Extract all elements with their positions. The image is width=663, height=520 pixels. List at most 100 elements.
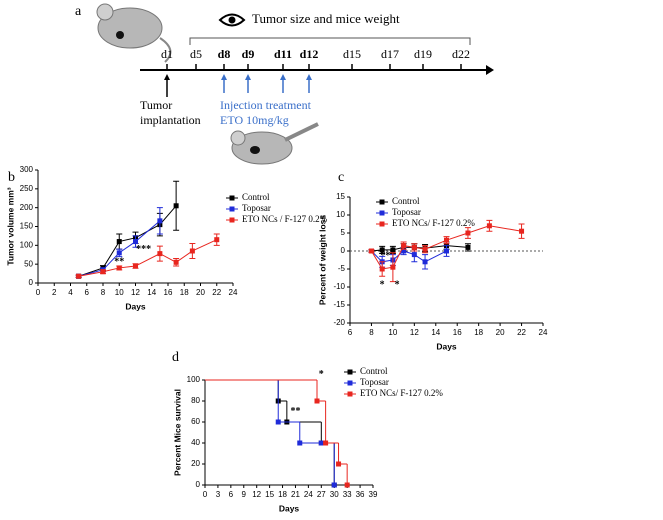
marker — [323, 440, 329, 446]
y-tick-label: 250 — [20, 184, 34, 193]
x-tick-label: 24 — [229, 288, 238, 297]
marker — [173, 259, 179, 265]
legend-marker — [379, 221, 385, 227]
implant-label: Tumor — [140, 98, 172, 112]
y-tick-label: 0 — [29, 278, 34, 287]
marker — [336, 461, 342, 467]
y-tick-label: -5 — [338, 264, 346, 273]
marker — [331, 482, 337, 488]
mouse-icon — [230, 122, 319, 165]
x-tick-label: 36 — [356, 490, 365, 499]
y-tick-label: 5 — [341, 228, 346, 237]
legend-marker — [379, 210, 385, 216]
marker — [133, 239, 138, 245]
y-tick-label: 80 — [191, 396, 200, 405]
day-arrowhead — [280, 74, 286, 80]
legend-label: Control — [392, 196, 420, 206]
x-tick-label: 21 — [291, 490, 300, 499]
x-tick-label: 24 — [539, 328, 548, 337]
y-tick-label: -20 — [333, 318, 345, 327]
marker — [444, 237, 449, 243]
marker — [133, 263, 138, 269]
marker — [275, 419, 281, 425]
x-tick-label: 22 — [212, 288, 221, 297]
panel-label: a — [75, 4, 82, 19]
day-label: d5 — [190, 47, 202, 61]
marker — [116, 250, 122, 256]
marker — [157, 251, 163, 257]
legend-marker — [379, 199, 385, 205]
marker — [297, 440, 303, 446]
marker — [157, 218, 163, 224]
y-tick-label: 0 — [341, 246, 346, 255]
annotation: ** — [290, 406, 300, 417]
x-tick-label: 16 — [453, 328, 462, 337]
day-label: d8 — [218, 47, 231, 61]
marker — [314, 398, 320, 404]
timeline-arrowhead — [486, 65, 494, 75]
annotation: * — [380, 279, 385, 290]
x-tick-label: 6 — [348, 328, 353, 337]
marker — [116, 265, 122, 271]
marker — [411, 244, 417, 250]
y-axis-label: Percent of weight loss — [317, 215, 327, 305]
legend-label: ETO NCs/ F-127 0.2% — [360, 388, 443, 398]
y-tick-label: 40 — [191, 438, 200, 447]
day-label: d19 — [414, 47, 432, 61]
y-tick-label: 100 — [187, 375, 201, 384]
x-tick-label: 6 — [85, 288, 90, 297]
marker — [465, 244, 471, 250]
legend-label: Toposar — [392, 207, 421, 217]
legend-marker — [229, 217, 235, 223]
marker — [318, 440, 324, 446]
marker — [100, 269, 106, 275]
x-tick-label: 8 — [101, 288, 106, 297]
y-tick-label: 20 — [191, 459, 200, 468]
legend-label: Toposar — [360, 377, 389, 387]
day-label: d9 — [242, 47, 255, 61]
marker — [519, 228, 525, 234]
x-tick-label: 39 — [369, 490, 378, 499]
day-label: d12 — [300, 47, 319, 61]
x-tick-label: 18 — [474, 328, 483, 337]
x-tick-label: 3 — [216, 490, 221, 499]
legend-marker — [347, 380, 353, 386]
x-tick-label: 12 — [410, 328, 419, 337]
annotation: * — [319, 369, 324, 380]
marker — [390, 247, 396, 253]
x-tick-label: 8 — [369, 328, 374, 337]
panel-label: d — [172, 350, 179, 365]
marker — [189, 248, 195, 254]
marker — [401, 248, 407, 254]
y-tick-label: -15 — [333, 300, 345, 309]
marker — [379, 247, 385, 253]
y-axis-label: Percent Mice survival — [172, 389, 182, 476]
day-arrowhead — [164, 74, 170, 80]
legend-label: ETO NCs/ F-127 0.2% — [392, 218, 475, 228]
annotation: ** — [114, 257, 124, 268]
day-arrowhead — [306, 74, 312, 80]
panel-label: c — [338, 170, 344, 185]
y-tick-label: 0 — [196, 480, 201, 489]
x-tick-label: 2 — [52, 288, 57, 297]
marker — [390, 264, 396, 270]
x-tick-label: 0 — [36, 288, 41, 297]
series-line — [78, 205, 177, 277]
legend-label: Toposar — [242, 203, 271, 213]
marker — [444, 248, 449, 254]
x-axis-label: Days — [436, 341, 457, 351]
legend-label: ETO NCs / F-127 0.2% — [242, 214, 328, 224]
x-tick-label: 9 — [242, 490, 247, 499]
x-tick-label: 27 — [317, 490, 326, 499]
y-axis-label: Tumor volume mm³ — [5, 187, 15, 265]
y-tick-label: 200 — [20, 203, 34, 212]
series-line — [371, 225, 522, 270]
y-tick-label: 60 — [191, 417, 200, 426]
x-tick-label: 4 — [68, 288, 73, 297]
marker — [401, 243, 407, 249]
x-axis-label: Days — [125, 301, 146, 311]
day-label: d17 — [381, 47, 399, 61]
y-tick-label: 15 — [336, 192, 345, 201]
marker — [173, 203, 179, 209]
